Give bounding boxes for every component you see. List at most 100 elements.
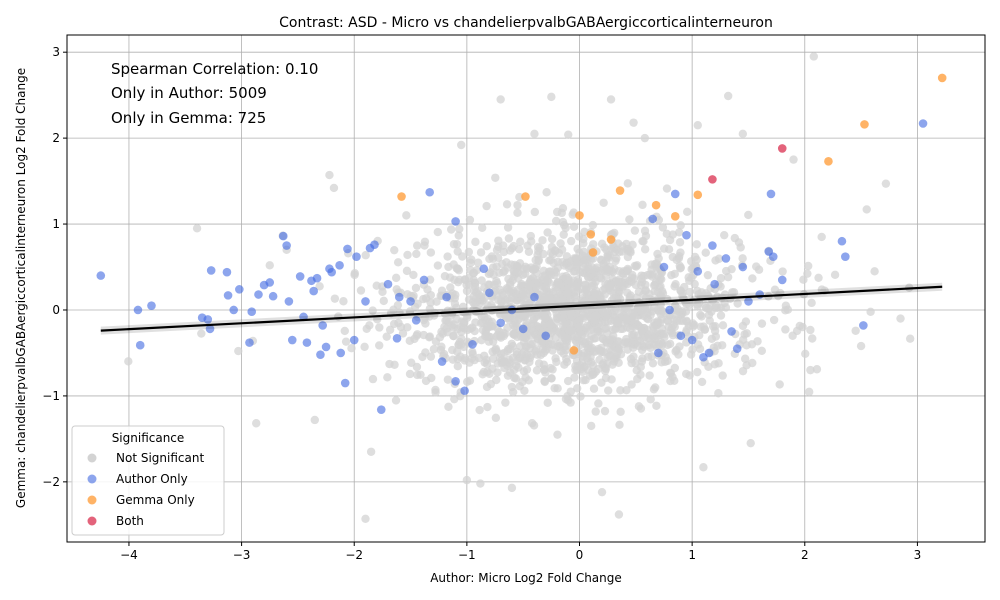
point-not-significant	[742, 341, 751, 350]
point-not-significant	[563, 396, 573, 405]
point-not-significant	[425, 275, 435, 284]
point-not-significant	[310, 415, 320, 425]
point-not-significant	[658, 223, 668, 232]
point-not-significant	[721, 303, 731, 312]
point-not-significant	[540, 377, 550, 387]
point-not-significant	[482, 382, 492, 392]
point-not-significant	[622, 334, 631, 344]
point-not-significant	[623, 345, 632, 354]
point-not-significant	[547, 234, 557, 244]
point-not-significant	[572, 282, 582, 292]
point-not-significant	[606, 95, 616, 104]
point-not-significant	[458, 252, 467, 261]
point-not-significant	[700, 325, 710, 334]
point-not-significant	[610, 306, 619, 315]
point-not-significant	[455, 224, 464, 234]
point-not-significant	[488, 364, 497, 373]
point-not-significant	[711, 303, 720, 312]
point-not-significant	[361, 251, 370, 260]
point-not-significant	[543, 398, 552, 407]
point-not-significant	[546, 320, 556, 329]
point-not-significant	[478, 223, 487, 233]
point-not-significant	[587, 421, 596, 431]
x-tick-label: −2	[345, 548, 363, 562]
point-not-significant	[856, 341, 866, 351]
point-not-significant	[663, 316, 673, 326]
point-not-significant	[652, 263, 661, 273]
point-not-significant	[662, 184, 672, 193]
point-author-only	[437, 357, 447, 366]
point-not-significant	[612, 254, 621, 263]
point-not-significant	[718, 321, 728, 330]
point-author-only	[721, 254, 731, 263]
point-not-significant	[685, 287, 694, 297]
point-not-significant	[427, 373, 436, 383]
point-author-only	[442, 292, 451, 302]
point-not-significant	[646, 395, 655, 404]
point-not-significant	[503, 223, 513, 232]
point-gemma-only	[651, 200, 661, 210]
point-not-significant	[496, 349, 506, 358]
point-not-significant	[192, 224, 202, 233]
y-tick-label: 0	[52, 303, 60, 317]
point-not-significant	[375, 341, 384, 350]
point-not-significant	[483, 323, 492, 332]
point-not-significant	[560, 360, 569, 369]
point-not-significant	[579, 239, 588, 248]
point-not-significant	[630, 226, 640, 235]
point-gemma-only	[693, 190, 703, 200]
point-author-only	[349, 335, 359, 345]
point-not-significant	[589, 240, 598, 249]
point-not-significant	[458, 302, 468, 312]
point-not-significant	[197, 329, 206, 338]
point-not-significant	[516, 237, 525, 246]
point-author-only	[147, 301, 156, 310]
point-not-significant	[412, 362, 422, 372]
author-only-count-annotation: Only in Author: 5009	[111, 84, 267, 102]
point-not-significant	[547, 374, 556, 383]
point-not-significant	[812, 365, 822, 374]
x-tick-label: 1	[688, 548, 696, 562]
point-not-significant	[510, 260, 519, 270]
point-not-significant	[673, 304, 682, 313]
point-gemma-only	[824, 157, 833, 166]
point-not-significant	[454, 231, 463, 240]
point-not-significant	[617, 247, 627, 256]
point-not-significant	[446, 225, 456, 234]
point-not-significant	[727, 264, 736, 274]
point-not-significant	[674, 350, 683, 359]
point-not-significant	[379, 296, 388, 306]
point-not-significant	[588, 220, 598, 230]
point-not-significant	[649, 334, 659, 343]
point-not-significant	[546, 271, 555, 280]
point-not-significant	[781, 301, 791, 310]
point-not-significant	[403, 250, 412, 260]
point-gemma-only	[588, 248, 598, 257]
point-not-significant	[471, 298, 481, 308]
point-not-significant	[723, 91, 733, 101]
point-not-significant	[578, 336, 587, 346]
point-not-significant	[625, 215, 634, 224]
point-not-significant	[513, 285, 522, 295]
point-not-significant	[418, 352, 427, 362]
point-not-significant	[770, 285, 780, 294]
point-author-only	[710, 279, 719, 289]
point-not-significant	[627, 330, 637, 340]
point-not-significant	[808, 334, 817, 343]
point-not-significant	[634, 287, 644, 297]
y-axis-label: Gemma: chandelierpvalbGABAergiccorticali…	[14, 68, 28, 508]
point-not-significant	[522, 300, 531, 310]
point-not-significant	[600, 406, 610, 416]
point-not-significant	[453, 277, 463, 287]
point-gemma-only	[670, 212, 680, 221]
axis-ticks: −4 −3 −2 −1 0 1 2 3 −2 −1 0 1 2 3	[42, 45, 921, 562]
point-not-significant	[412, 331, 421, 341]
point-author-only	[518, 324, 528, 334]
point-author-only	[676, 331, 686, 341]
point-both	[708, 175, 717, 184]
point-not-significant	[265, 261, 274, 270]
point-not-significant	[862, 205, 871, 214]
point-author-only	[361, 297, 370, 306]
point-author-only	[295, 272, 305, 281]
point-not-significant	[562, 341, 571, 351]
